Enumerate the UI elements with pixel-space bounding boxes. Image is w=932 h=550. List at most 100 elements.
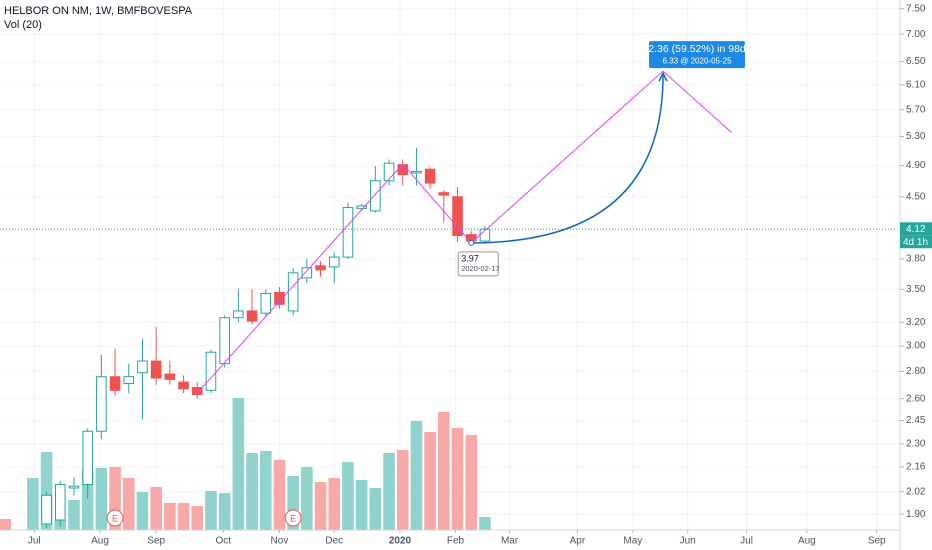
volume-bar <box>246 453 258 530</box>
x-tick-label: Jun <box>680 536 696 547</box>
candle-body <box>41 494 52 525</box>
candle-body <box>54 483 66 521</box>
x-tick-label: Dec <box>325 536 343 547</box>
volume-bar <box>109 467 121 530</box>
candle-body <box>164 373 176 380</box>
x-tick-label: Aug <box>798 536 816 547</box>
candle-body <box>356 205 367 209</box>
y-tick-label: 7.50 <box>906 3 926 14</box>
volume-bar <box>287 476 299 530</box>
grid <box>0 0 900 530</box>
candle-body <box>219 317 230 365</box>
volume-bar <box>205 491 217 530</box>
candle-body <box>342 207 354 258</box>
time-axis-bg <box>0 530 932 550</box>
candle-body <box>397 164 409 176</box>
candle-body <box>246 310 258 322</box>
candle-body <box>260 293 272 314</box>
start-label: 3.97 <box>461 253 479 263</box>
y-tick-label: 2.60 <box>906 393 926 404</box>
y-tick-label: 2.16 <box>906 462 926 473</box>
volume-bar <box>465 435 478 530</box>
volume-bar <box>355 480 368 530</box>
y-tick-label: 2.80 <box>906 366 926 377</box>
y-tick-label: 1.90 <box>906 509 926 520</box>
x-tick-label: Feb <box>447 536 465 547</box>
candle-body <box>438 192 450 196</box>
projection-arc <box>471 75 664 244</box>
volume-bar <box>191 506 204 530</box>
candle-body <box>137 360 148 374</box>
volume-bar <box>40 452 53 530</box>
candle-body <box>205 351 217 391</box>
candle-body <box>123 376 135 384</box>
candle-body <box>383 162 395 182</box>
volume-bar <box>369 488 382 530</box>
candle-body <box>274 291 285 305</box>
volume-bar <box>328 478 341 530</box>
last-price-box <box>900 222 932 236</box>
y-tick-label: 5.30 <box>906 131 926 142</box>
y-tick-label: 5.70 <box>906 104 926 115</box>
volume-bar <box>273 460 286 530</box>
x-tick-label: Apr <box>570 536 586 547</box>
candle-body <box>287 272 299 312</box>
volume-title: Vol (20) <box>4 19 42 31</box>
y-tick-label: 3.80 <box>906 254 926 265</box>
volume-bar <box>0 519 12 530</box>
y-tick-label: 3.00 <box>906 341 926 352</box>
y-tick-label: 6.10 <box>906 79 926 90</box>
x-tick-label: May <box>623 536 642 547</box>
y-tick-label: 2.45 <box>906 415 926 426</box>
countdown-label: 4d 1h <box>903 237 928 248</box>
event-marker <box>106 509 124 527</box>
volume-bar <box>451 428 464 530</box>
candle-body <box>233 310 244 319</box>
projection-arrow <box>658 71 668 82</box>
candle-body <box>315 265 326 271</box>
projection-sublabel: 6.33 @ 2020-05-25 <box>662 56 732 65</box>
volume-bar <box>383 453 395 530</box>
volume-bar <box>177 503 190 530</box>
volume-bar <box>68 500 80 530</box>
x-tick-label: Sep <box>868 536 886 547</box>
candle-body <box>424 168 436 184</box>
volume-bar <box>150 487 162 530</box>
last-price-label: 4.12 <box>906 224 926 235</box>
volume-bar <box>342 462 354 530</box>
candle-body <box>370 180 381 212</box>
candle-body <box>328 256 340 268</box>
candle-body <box>191 387 203 395</box>
volume-bar <box>259 451 272 530</box>
price-axis-bg <box>900 0 932 550</box>
volume-pane <box>0 398 491 530</box>
y-tick-label: 7.00 <box>906 29 926 40</box>
price-pane <box>41 147 491 528</box>
candle-body <box>109 376 121 391</box>
candle-body <box>301 267 313 279</box>
candle-body <box>411 170 422 174</box>
start-date: 2020-02-17 <box>461 264 499 273</box>
x-tick-label: Oct <box>216 536 232 547</box>
volume-bar <box>424 432 436 530</box>
candle-body <box>82 430 93 485</box>
candle-body <box>96 376 107 432</box>
x-tick-label: Jul <box>28 536 41 547</box>
volume-bar <box>301 467 313 530</box>
candle-body <box>150 360 162 379</box>
volume-bar <box>218 493 231 530</box>
event-marker <box>284 509 302 527</box>
volume-bar <box>136 492 149 530</box>
event-label: E <box>112 513 118 523</box>
projection-start <box>468 239 475 246</box>
y-tick-label: 2.02 <box>906 486 926 497</box>
x-tick-label: Jul <box>740 536 753 547</box>
volume-bar <box>95 468 108 530</box>
x-tick-label: Aug <box>91 536 109 547</box>
countdown-box <box>900 235 932 249</box>
event-label: E <box>290 513 296 523</box>
volume-bar <box>122 478 135 530</box>
